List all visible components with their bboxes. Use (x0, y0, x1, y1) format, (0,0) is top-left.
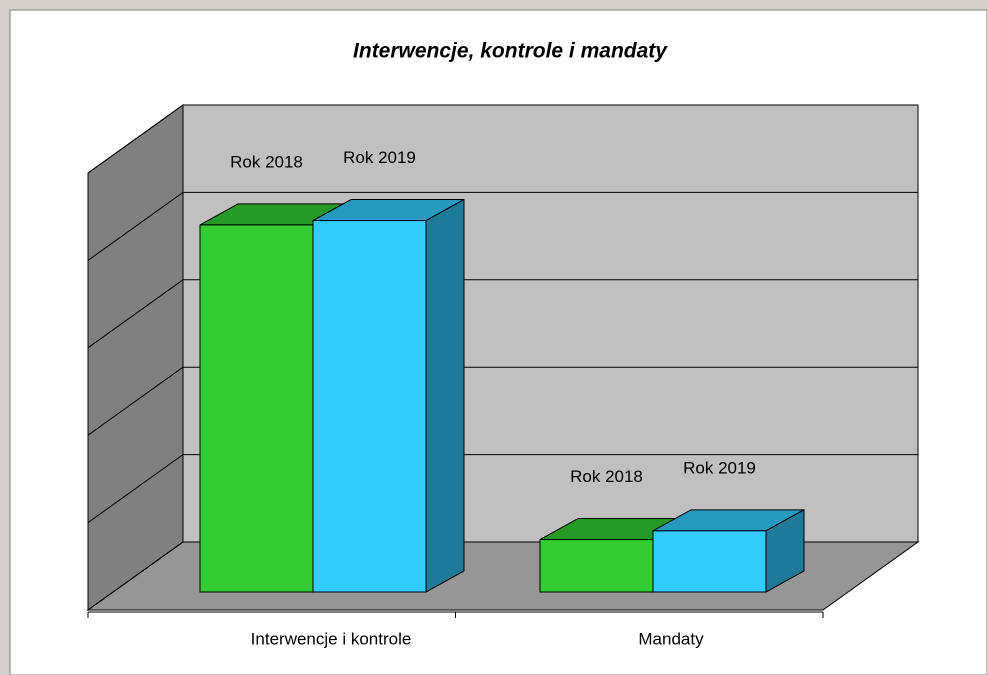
grid-line (87, 366, 184, 436)
grid-line (87, 454, 184, 524)
x-tick-label: Mandaty (638, 629, 704, 648)
grid-line (87, 191, 184, 261)
bar (539, 539, 654, 593)
data-label: Rok 2018 (570, 467, 643, 486)
data-label: Rok 2019 (343, 148, 416, 167)
data-label: Rok 2019 (683, 458, 756, 477)
bar (199, 224, 314, 593)
bar (652, 530, 767, 593)
grid-line (87, 541, 184, 611)
bar-side (425, 198, 465, 593)
grid-line (87, 279, 184, 349)
data-label: Rok 2018 (230, 152, 303, 171)
x-tick-label: Interwencje i kontrole (251, 629, 412, 648)
left-wall (87, 104, 184, 611)
grid-line (87, 104, 184, 174)
bar (312, 220, 427, 593)
chart-title: Interwencje, kontrole i mandaty (353, 40, 668, 63)
